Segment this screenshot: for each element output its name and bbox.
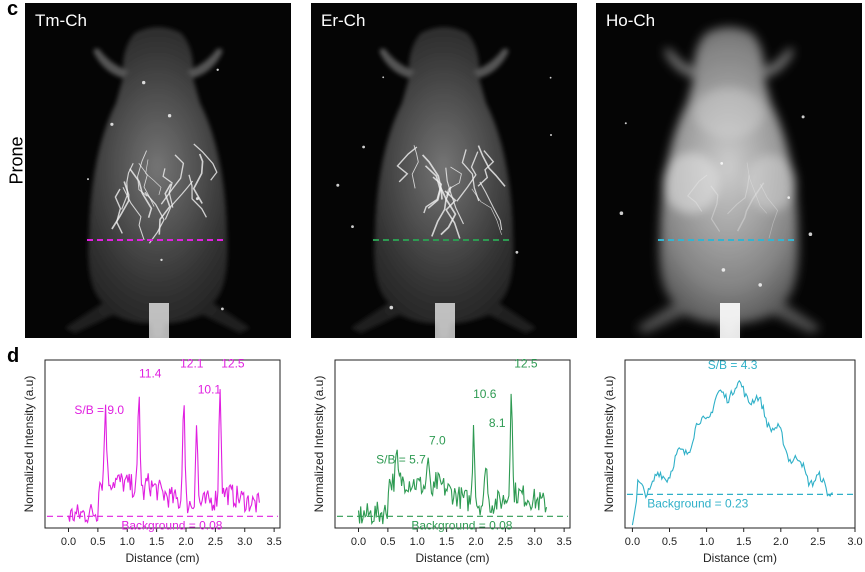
x-tick-label: 1.0 [410,536,425,548]
x-tick-label: 1.0 [120,536,135,548]
x-tick-label: 1.5 [439,536,454,548]
speckle [362,145,365,149]
peak-annotation: 7.0 [429,434,446,448]
y-axis-label: Normalized Intensity (a.u) [312,376,326,513]
peak-annotation: 10.6 [473,387,497,401]
x-tick-label: 1.0 [699,536,714,548]
vessel-network [111,143,218,244]
speckle [801,115,805,119]
image-er-ch: Er-Ch [311,3,577,338]
peak-annotation: S/B = 9.0 [74,403,124,417]
mouse-silhouette [636,27,821,338]
x-tick-label: 2.0 [773,536,788,548]
vessel-network [396,145,506,239]
mouse-image-tm [65,27,250,338]
mouse-silhouette [65,27,250,338]
speckle [167,114,172,118]
speckle [624,122,627,125]
y-axis-label: Normalized Intensity (a.u) [602,376,616,513]
x-tick-label: 0.5 [380,536,395,548]
peak-annotation: S/B = 5.7 [376,453,426,467]
tail-glow [435,303,455,338]
intensity-series [631,379,833,526]
speckle [336,183,340,187]
mouse-image-er [336,27,552,338]
x-tick-label: 3.5 [556,536,571,548]
x-tick-label: 0.0 [351,536,366,548]
x-tick-label: 2.5 [208,536,223,548]
line-chart-ho: 0.0 0.5 1.0 1.5 2.0 2.5 3.0 Distance (cm) Normal… [602,358,863,565]
speckle [550,134,552,136]
speckle [216,68,219,72]
peak-annotation: 12.5 [514,356,538,370]
mouse-image-ho [619,27,821,338]
line-chart-tm: 0.0 0.5 1.0 1.5 2.0 2.5 3.0 3.5 Distance (cm) Nor… [22,356,282,565]
x-tick-label: 3.0 [527,536,542,548]
peak-annotation: 8.1 [489,416,506,430]
vessel-network [687,162,779,239]
x-tick-label: 0.0 [625,536,640,548]
peak-annotation: S/B = 4.3 [708,358,758,372]
plot-frame [334,359,571,529]
line-chart-er: 0.0 0.5 1.0 1.5 2.0 2.5 3.0 3.5 Distance (cm) Nor… [312,356,572,565]
speckle [195,197,199,201]
image-tm-ch: Tm-Ch [25,3,291,338]
image-ho-ch: Ho-Ch [596,3,862,338]
speckle [721,268,726,272]
peak-annotation: 12.5 [221,356,245,370]
speckle [110,122,114,126]
intensity-series [357,393,548,526]
x-tick-label: 0.0 [61,536,76,548]
background-label: Background = 0.08 [411,518,512,532]
speckle [351,225,354,229]
peak-annotation: 12.1 [180,356,204,370]
image-title-ho: Ho-Ch [606,11,656,30]
panel-letter-c: c [7,0,19,20]
speckle [142,80,146,85]
x-tick-label: 1.5 [736,536,751,548]
background-label: Background = 0.23 [647,496,748,510]
speckle [720,162,724,165]
background-label: Background = 0.08 [121,518,222,532]
speckle [619,211,624,215]
plot-frame [624,359,856,529]
y-axis-label: Normalized Intensity (a.u) [22,376,36,513]
speckle [389,305,394,310]
x-tick-label: 0.5 [662,536,677,548]
speckle [87,178,89,181]
x-axis-label: Distance (cm) [125,551,199,565]
panel-letter-d: d [7,345,20,367]
speckle [787,196,790,199]
speckle [808,232,813,236]
x-tick-label: 3.5 [266,536,281,548]
speckle [221,307,224,311]
x-tick-label: 0.5 [90,536,105,548]
x-tick-label: 2.5 [498,536,513,548]
x-axis-label: Distance (cm) [703,551,777,565]
speckle [160,258,163,262]
speckle [515,250,519,254]
x-tick-label: 3.0 [237,536,252,548]
x-tick-label: 2.0 [468,536,483,548]
speckle [382,76,385,79]
intensity-series [67,389,260,524]
peak-annotation: 11.4 [139,367,162,381]
x-tick-label: 2.0 [178,536,193,548]
plot-frame [44,359,281,529]
image-title-tm: Tm-Ch [35,11,87,30]
peak-annotation: 10.1 [198,383,222,397]
mouse-silhouette [351,27,536,338]
speckle [549,76,552,79]
x-axis-label: Distance (cm) [415,551,489,565]
x-tick-label: 2.5 [810,536,825,548]
tail-glow [149,303,169,338]
tail-glow [720,303,740,338]
image-title-er: Er-Ch [321,11,366,30]
speckle [758,283,762,287]
x-tick-label: 1.5 [149,536,164,548]
x-tick-label: 3.0 [847,536,862,548]
